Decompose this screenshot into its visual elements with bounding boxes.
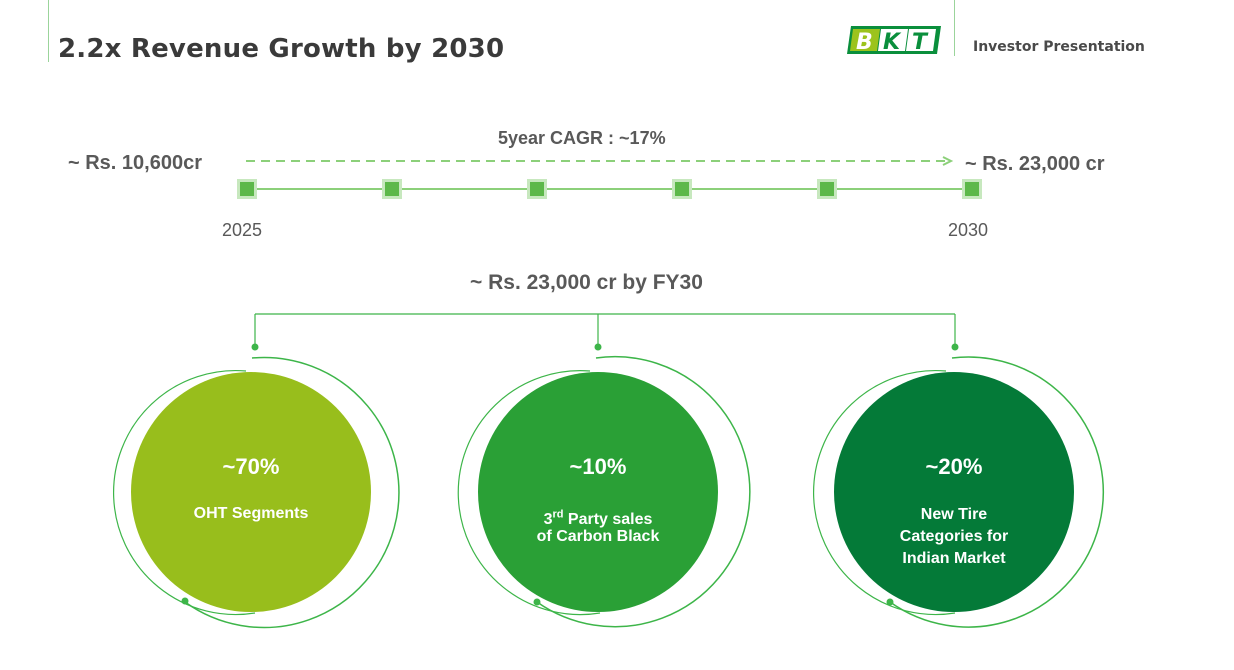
segment-new-tire-label-line2: Categories for (899, 528, 1009, 545)
segment-oht (112, 356, 400, 629)
segment-carbon-black-label-line2: of Carbon Black (536, 528, 660, 545)
bkt-logo-mark: B K T (847, 26, 941, 55)
svg-text:B: B (856, 30, 873, 55)
timeline-milestone-2-core (385, 182, 399, 196)
bracket-dot-middle (594, 343, 602, 351)
timeline-milestone-3-core (530, 182, 544, 196)
svg-text:K: K (883, 30, 902, 55)
segment-oht-label: OHT Segments (193, 505, 309, 522)
timeline-start-year: 2025 (222, 220, 263, 240)
header-left-divider (48, 0, 49, 62)
segment-new-tire-outer-arc (889, 356, 1105, 628)
segment-new-tire (812, 356, 1105, 628)
timeline-milestone-5-core (820, 182, 834, 196)
segment-new-tire-label-line3: Indian Market (902, 550, 1006, 567)
timeline-start-value: ~ Rs. 10,600cr (68, 152, 202, 174)
segment-carbon-black-dot (533, 598, 541, 606)
segment-carbon-black-inner-arc (457, 370, 601, 616)
revenue-target-label: ~ Rs. 23,000 cr by FY30 (470, 271, 703, 294)
timeline-milestone-6-core (965, 182, 979, 196)
segment-oht-outer-arc (184, 356, 400, 629)
cagr-label: 5year CAGR : ~17% (498, 128, 666, 148)
segment-new-tire-circle (834, 372, 1074, 612)
timeline-end-value: ~ Rs. 23,000 cr (965, 153, 1105, 175)
header-right-divider (954, 0, 955, 56)
segment-new-tire-label-line1: New Tire (920, 506, 988, 523)
timeline-end-year: 2030 (948, 220, 989, 240)
header-subtitle: Investor Presentation (973, 39, 1145, 55)
bkt-logo: B K T (845, 24, 943, 56)
segment-new-tire-dot (886, 598, 894, 606)
cagr-arrowhead (942, 156, 954, 166)
segment-oht-dot (181, 597, 189, 605)
segment-oht-inner-arc (112, 369, 256, 616)
bracket-dot-left (251, 343, 259, 351)
timeline-milestones (237, 179, 982, 199)
segment-carbon-black-outer-arc (536, 355, 751, 628)
segment-new-tire-inner-arc (812, 369, 956, 616)
segment-new-tire-percent: ~20% (925, 454, 983, 479)
segment-carbon-black-percent: ~10% (569, 454, 627, 479)
timeline-milestone-4-core (675, 182, 689, 196)
segment-carbon-black (457, 355, 751, 628)
bracket-dot-right (951, 343, 959, 351)
segment-oht-circle (131, 372, 371, 612)
svg-text:T: T (912, 30, 929, 55)
segment-oht-percent: ~70% (222, 454, 280, 479)
timeline-milestone-1-core (240, 182, 254, 196)
segment-carbon-black-circle (478, 372, 718, 612)
page-title: 2.2x Revenue Growth by 2030 (58, 34, 505, 64)
segment-carbon-black-label-line1: 3rd Party sales (543, 509, 653, 529)
ordinal-suffix: rd (552, 509, 564, 521)
